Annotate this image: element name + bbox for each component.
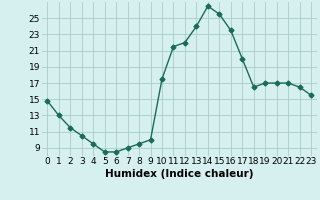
- X-axis label: Humidex (Indice chaleur): Humidex (Indice chaleur): [105, 169, 253, 179]
